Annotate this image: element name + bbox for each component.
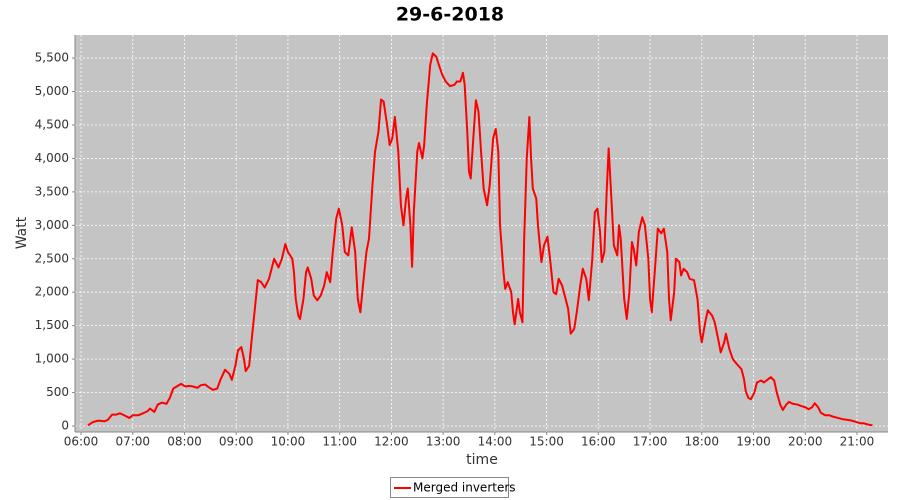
y-tick-label: 1,500	[35, 318, 69, 332]
grid	[75, 35, 888, 432]
y-tick-label: 3,000	[35, 218, 69, 232]
x-tick-label: 11:00	[322, 435, 357, 449]
y-tick-label: 500	[46, 385, 69, 399]
y-tick-label: 3,500	[35, 184, 69, 198]
x-tick-label: 10:00	[271, 435, 306, 449]
y-axis-label: Watt	[14, 216, 30, 249]
x-axis-label: time	[466, 452, 498, 468]
legend	[390, 477, 509, 498]
x-tick-label: 14:00	[478, 435, 513, 449]
x-tick-label: 21:00	[840, 435, 875, 449]
x-tick-label: 17:00	[633, 435, 668, 449]
x-tick-label: 12:00	[374, 435, 409, 449]
x-tick-label: 08:00	[167, 435, 202, 449]
y-tick-label: 5,500	[35, 51, 69, 65]
y-tick-label: 1,000	[35, 352, 69, 366]
x-tick-label: 06:00	[64, 435, 99, 449]
y-tick-label: 4,500	[35, 117, 69, 131]
y-tick-label: 4,000	[35, 151, 69, 165]
series-line	[87, 52, 873, 427]
y-tick-label: 2,500	[35, 251, 69, 265]
x-tick-label: 20:00	[788, 435, 823, 449]
y-tick-label: 0	[61, 418, 69, 432]
legend-label: Merged inverters	[413, 481, 516, 495]
x-tick-label: 16:00	[581, 435, 616, 449]
x-tick-label: 18:00	[684, 435, 719, 449]
x-tick-label: 09:00	[219, 435, 254, 449]
plot-area	[75, 35, 888, 432]
y-tick-label: 2,000	[35, 285, 69, 299]
x-tick-label: 19:00	[736, 435, 771, 449]
x-tick-label: 15:00	[529, 435, 564, 449]
chart-title: 29-6-2018	[396, 4, 504, 26]
x-tick-label: 07:00	[115, 435, 150, 449]
y-tick-label: 5,000	[35, 84, 69, 98]
x-tick-label: 13:00	[426, 435, 461, 449]
